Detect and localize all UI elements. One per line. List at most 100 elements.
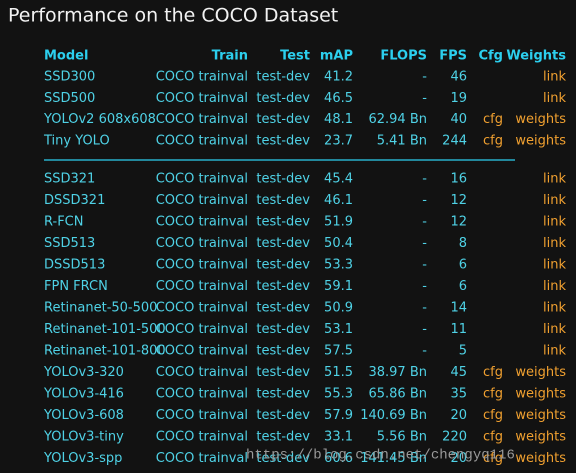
column-header: Cfg	[478, 49, 503, 64]
weights-cell[interactable]: weights	[515, 451, 566, 466]
train-cell: COCO trainval	[156, 70, 248, 85]
weights-cell[interactable]: weights	[515, 112, 566, 127]
flops-cell: -	[422, 322, 427, 337]
test-cell: test-dev	[256, 70, 310, 85]
train-cell: COCO trainval	[156, 365, 248, 380]
column-header: Train	[212, 49, 248, 64]
train-cell: COCO trainval	[156, 344, 248, 359]
cfg-cell[interactable]: cfg	[483, 133, 503, 148]
flops-cell: -	[422, 215, 427, 230]
train-cell: COCO trainval	[156, 172, 248, 187]
model-cell: YOLOv3-416	[43, 387, 124, 402]
test-cell: test-dev	[256, 430, 310, 445]
cfg-cell[interactable]: cfg	[483, 112, 503, 127]
train-cell: COCO trainval	[156, 408, 248, 423]
cfg-cell[interactable]: cfg	[483, 451, 503, 466]
weights-cell[interactable]: link	[543, 172, 566, 187]
weights-cell[interactable]: weights	[515, 430, 566, 445]
model-cell: SSD300	[44, 70, 95, 85]
weights-cell[interactable]: weights	[515, 387, 566, 402]
map-cell: 53.3	[324, 258, 353, 273]
flops-cell: -	[422, 70, 427, 85]
cfg-cell[interactable]: cfg	[483, 365, 503, 380]
fps-cell: 11	[450, 322, 467, 337]
flops-cell: -	[422, 193, 427, 208]
model-cell: YOLOv3-spp	[43, 451, 122, 466]
map-cell: 41.2	[324, 70, 353, 85]
weights-cell[interactable]: link	[543, 215, 566, 230]
map-cell: 46.5	[324, 91, 353, 106]
column-header: Weights	[506, 49, 566, 64]
model-cell: YOLOv3-320	[43, 365, 124, 380]
map-cell: 51.5	[324, 365, 353, 380]
map-cell: 45.4	[324, 172, 353, 187]
test-cell: test-dev	[256, 322, 310, 337]
test-cell: test-dev	[256, 258, 310, 273]
test-cell: test-dev	[256, 408, 310, 423]
map-cell: 48.1	[324, 112, 353, 127]
test-cell: test-dev	[256, 387, 310, 402]
fps-cell: 6	[459, 258, 467, 273]
weights-cell[interactable]: weights	[515, 408, 566, 423]
weights-cell[interactable]: link	[543, 279, 566, 294]
test-cell: test-dev	[256, 301, 310, 316]
cfg-cell[interactable]: cfg	[483, 430, 503, 445]
fps-cell: 40	[450, 112, 467, 127]
weights-cell[interactable]: link	[543, 193, 566, 208]
flops-cell: -	[422, 301, 427, 316]
model-cell: DSSD513	[44, 258, 105, 273]
fps-cell: 35	[450, 387, 467, 402]
weights-cell[interactable]: link	[543, 70, 566, 85]
train-cell: COCO trainval	[156, 322, 248, 337]
weights-cell[interactable]: link	[543, 322, 566, 337]
model-cell: YOLOv3-tiny	[43, 430, 124, 445]
fps-cell: 20	[450, 408, 467, 423]
model-cell: FPN FRCN	[44, 279, 108, 294]
test-cell: test-dev	[256, 365, 310, 380]
fps-cell: 12	[450, 215, 467, 230]
map-cell: 50.9	[324, 301, 353, 316]
weights-cell[interactable]: weights	[515, 133, 566, 148]
flops-cell: -	[422, 279, 427, 294]
test-cell: test-dev	[256, 112, 310, 127]
map-cell: 55.3	[324, 387, 353, 402]
weights-cell[interactable]: link	[543, 301, 566, 316]
fps-cell: 12	[450, 193, 467, 208]
flops-cell: 141.45 Bn	[360, 451, 427, 466]
model-cell: R-FCN	[44, 215, 83, 230]
cfg-cell[interactable]: cfg	[483, 408, 503, 423]
page-title: Performance on the COCO Dataset	[8, 5, 338, 27]
model-cell: Tiny YOLO	[43, 133, 110, 148]
weights-cell[interactable]: weights	[515, 365, 566, 380]
weights-cell[interactable]: link	[543, 91, 566, 106]
test-cell: test-dev	[256, 172, 310, 187]
weights-cell[interactable]: link	[543, 236, 566, 251]
model-cell: Retinanet-50-500	[44, 301, 157, 316]
flops-cell: -	[422, 172, 427, 187]
column-header: FLOPS	[380, 49, 427, 64]
model-cell: Retinanet-101-800	[44, 344, 166, 359]
flops-cell: 38.97 Bn	[368, 365, 427, 380]
model-cell: SSD513	[44, 236, 95, 251]
cfg-cell[interactable]: cfg	[483, 387, 503, 402]
test-cell: test-dev	[256, 215, 310, 230]
column-header: Test	[280, 49, 310, 64]
fps-cell: 5	[459, 344, 467, 359]
fps-cell: 45	[450, 365, 467, 380]
model-cell: SSD321	[44, 172, 95, 187]
train-cell: COCO trainval	[156, 430, 248, 445]
train-cell: COCO trainval	[156, 387, 248, 402]
flops-cell: -	[422, 236, 427, 251]
map-cell: 53.1	[324, 322, 353, 337]
weights-cell[interactable]: link	[543, 344, 566, 359]
train-cell: COCO trainval	[156, 279, 248, 294]
fps-cell: 244	[442, 133, 467, 148]
test-cell: test-dev	[256, 133, 310, 148]
fps-cell: 14	[450, 301, 467, 316]
test-cell: test-dev	[256, 451, 310, 466]
map-cell: 57.9	[324, 408, 353, 423]
test-cell: test-dev	[256, 91, 310, 106]
map-cell: 59.1	[324, 279, 353, 294]
weights-cell[interactable]: link	[543, 258, 566, 273]
